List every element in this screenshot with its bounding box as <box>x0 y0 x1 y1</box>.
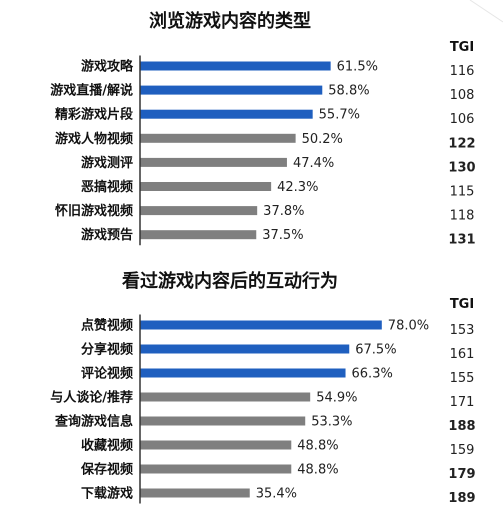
bar <box>140 157 287 167</box>
value-label: 58.8% <box>328 84 369 99</box>
value-label: 53.3% <box>311 415 352 430</box>
bar <box>140 416 306 426</box>
chart-title: 看过游戏内容后的互动行为 <box>121 270 338 292</box>
bar <box>140 230 257 240</box>
tgi-value: 161 <box>450 347 475 362</box>
category-label: 评论视频 <box>81 366 133 382</box>
value-label: 37.8% <box>263 204 304 219</box>
value-label: 48.8% <box>297 439 338 454</box>
bar <box>140 320 382 330</box>
tgi-value: 115 <box>450 185 475 200</box>
bar <box>140 182 272 191</box>
category-label: 游戏直播/解说 <box>50 83 133 99</box>
tgi-value: 116 <box>450 64 475 79</box>
chart-title: 浏览游戏内容的类型 <box>149 10 311 32</box>
tgi-value: 122 <box>448 136 475 151</box>
tgi-value: 131 <box>448 233 475 248</box>
value-label: 47.4% <box>293 156 334 171</box>
bar <box>140 85 323 95</box>
bar <box>140 392 311 402</box>
category-label: 游戏攻略 <box>81 59 134 75</box>
tgi-value: 155 <box>450 371 475 386</box>
value-label: 61.5% <box>337 60 378 75</box>
category-label: 查询游戏信息 <box>54 414 133 430</box>
category-label: 收藏视频 <box>81 438 133 454</box>
tgi-value: 130 <box>448 160 475 175</box>
category-label: 保存视频 <box>80 462 133 478</box>
category-label: 游戏预告 <box>81 227 133 243</box>
bar <box>140 488 250 498</box>
tgi-value: 188 <box>448 419 475 434</box>
tgi-value: 179 <box>448 467 475 482</box>
category-label: 恶搞视频 <box>81 179 133 195</box>
category-label: 点赞视频 <box>81 318 133 334</box>
value-label: 66.3% <box>352 367 393 382</box>
category-label: 怀旧游戏视频 <box>55 203 133 219</box>
value-label: 67.5% <box>355 343 396 358</box>
tgi-value: 171 <box>450 395 475 410</box>
bar <box>140 133 296 143</box>
tgi-value: 159 <box>450 443 475 458</box>
bar <box>140 464 292 474</box>
value-label: 55.7% <box>319 108 360 123</box>
category-label: 游戏人物视频 <box>55 131 133 147</box>
bar <box>140 440 292 450</box>
tgi-value: 106 <box>450 112 475 127</box>
category-label: 与人谈论/推荐 <box>50 390 133 406</box>
value-label: 42.3% <box>277 180 318 195</box>
value-label: 50.2% <box>302 132 343 147</box>
tgi-value: 153 <box>450 323 475 338</box>
value-label: 37.5% <box>262 228 303 243</box>
tgi-value: 108 <box>450 88 475 103</box>
bar <box>140 206 258 216</box>
tgi-value: 189 <box>448 491 475 506</box>
corner-decoration <box>469 0 503 23</box>
bar <box>140 344 350 354</box>
category-label: 游戏测评 <box>81 155 133 171</box>
value-label: 35.4% <box>256 487 297 502</box>
category-label: 分享视频 <box>81 342 133 358</box>
tgi-header: TGI <box>450 297 474 312</box>
category-label: 下载游戏 <box>81 486 133 502</box>
bar <box>140 368 346 378</box>
value-label: 54.9% <box>316 391 357 406</box>
category-label: 精彩游戏片段 <box>55 107 133 123</box>
tgi-header: TGI <box>450 40 474 55</box>
value-label: 78.0% <box>388 319 429 334</box>
value-label: 48.8% <box>297 463 338 478</box>
bar <box>140 109 313 119</box>
bar <box>140 61 331 71</box>
tgi-value: 118 <box>450 209 475 224</box>
